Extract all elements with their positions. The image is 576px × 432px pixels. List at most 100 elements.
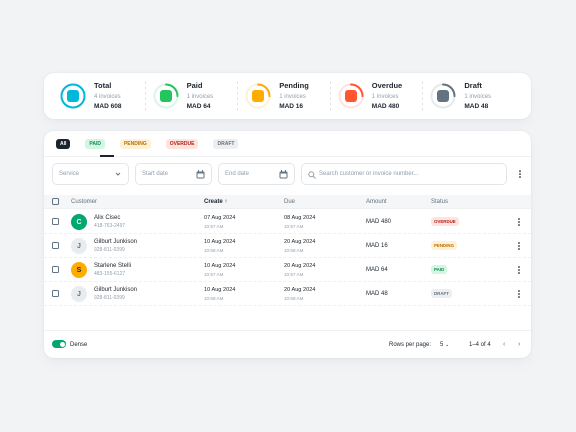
- tab-pending[interactable]: PENDING: [119, 138, 151, 149]
- service-select-label: Service: [59, 171, 80, 177]
- create-time: 10:58 AM: [204, 248, 224, 253]
- due-date: 20 Aug 2024: [284, 239, 316, 245]
- row-checkbox[interactable]: [52, 266, 59, 273]
- customer-name[interactable]: Gilburt Junkison: [94, 287, 138, 293]
- select-all-checkbox[interactable]: [52, 198, 59, 205]
- search-field[interactable]: Search customer or invoice number...: [301, 163, 507, 185]
- rows-per-page-label: Rows per page:: [389, 342, 432, 348]
- column-header-amount[interactable]: Amount: [366, 199, 387, 205]
- next-page-button[interactable]: ›: [518, 341, 521, 348]
- row-checkbox[interactable]: [52, 218, 59, 225]
- column-header-due[interactable]: Due: [284, 199, 296, 205]
- stat-total: Total 4 invoices MAD 608: [60, 73, 153, 119]
- tab-draft[interactable]: DRAFT: [213, 138, 239, 149]
- progress-ring: [338, 83, 364, 109]
- avatar: S: [71, 262, 87, 278]
- dense-toggle[interactable]: [52, 340, 66, 348]
- tab-all[interactable]: All: [56, 138, 71, 149]
- calendar-icon: [196, 170, 205, 179]
- more-options-icon[interactable]: [516, 170, 524, 178]
- due-time: 10:59 AM: [284, 296, 304, 301]
- stat-pending: Pending 1 invoices MAD 16: [237, 73, 338, 119]
- search-placeholder: Search customer or invoice number...: [319, 171, 419, 177]
- customer-name[interactable]: Alix Cisec: [94, 215, 121, 221]
- row-checkbox[interactable]: [52, 242, 59, 249]
- stat-title: Paid: [186, 81, 203, 90]
- row-actions-icon[interactable]: [515, 218, 523, 226]
- table-row[interactable]: S Starlene Stelli 483-155-6127 10 Aug 2024 1…: [44, 258, 531, 282]
- tab-overdue[interactable]: OVERDUE: [165, 138, 199, 149]
- row-actions-icon[interactable]: [515, 266, 523, 274]
- status-tabs: All PAID PENDING OVERDUE DRAFT: [44, 131, 531, 157]
- chevron-down-icon: [115, 172, 121, 176]
- stat-paid: Paid 1 invoices MAD 64: [144, 73, 246, 119]
- progress-ring: [60, 83, 86, 109]
- row-checkbox[interactable]: [52, 290, 59, 297]
- create-date: 10 Aug 2024: [204, 239, 236, 245]
- stat-amount: MAD 48: [464, 102, 489, 110]
- active-tab-indicator: [100, 155, 114, 157]
- tab-paid[interactable]: PAID: [85, 138, 105, 149]
- create-date: 07 Aug 2024: [204, 215, 236, 221]
- column-header-create-label: Create: [204, 199, 223, 205]
- status-badge: PENDING: [431, 241, 458, 250]
- draft-file-icon: [437, 90, 450, 102]
- customer-phone: 418-763-2497: [94, 223, 126, 229]
- end-date-field[interactable]: End date: [218, 163, 295, 185]
- stat-overdue: Overdue 1 invoices MAD 480: [329, 73, 431, 119]
- stat-title: Overdue: [371, 81, 403, 90]
- stat-title: Total: [94, 81, 112, 90]
- stat-amount: MAD 16: [279, 102, 304, 110]
- status-badge: DRAFT: [431, 289, 452, 298]
- pagination-range: 1–4 of 4: [469, 342, 491, 348]
- table-row[interactable]: J Gilburt Junkison 928-811-0399 10 Aug 2024…: [44, 234, 531, 258]
- due-date: 20 Aug 2024: [284, 263, 316, 269]
- row-actions-icon[interactable]: [515, 242, 523, 250]
- row-actions-icon[interactable]: [515, 290, 523, 298]
- due-time: 10:57 AM: [284, 272, 304, 277]
- progress-ring: [245, 83, 271, 109]
- stat-amount: MAD 64: [186, 102, 211, 110]
- invoice-icon: [67, 90, 79, 102]
- avatar: J: [71, 238, 87, 254]
- alarm-bell-icon: [344, 90, 357, 102]
- avatar: J: [71, 286, 87, 302]
- table-row[interactable]: J Gilburt Junkison 928-811-0399 10 Aug 2024…: [44, 282, 531, 306]
- previous-page-button[interactable]: ‹: [503, 341, 506, 348]
- stat-amount: MAD 608: [94, 102, 122, 110]
- column-header-create[interactable]: Create ↑: [204, 199, 227, 205]
- end-date-placeholder: End date: [225, 171, 250, 177]
- table-footer: Dense Rows per page: 5 ⌄ 1–4 of 4 ‹ ›: [44, 330, 531, 358]
- customer-phone: 483-155-6127: [94, 271, 126, 277]
- status-badge: OVERDUE: [431, 217, 459, 226]
- coin-icon: [252, 90, 265, 102]
- stat-count: 1 invoices: [186, 93, 214, 100]
- stat-count: 1 invoices: [464, 93, 492, 100]
- invoice-amount: MAD 48: [366, 291, 388, 297]
- create-date: 10 Aug 2024: [204, 287, 236, 293]
- stat-title: Draft: [464, 81, 482, 90]
- stat-draft: Draft 1 invoices MAD 48: [422, 73, 523, 119]
- customer-name[interactable]: Starlene Stelli: [94, 263, 132, 269]
- create-time: 10:57 AM: [204, 224, 224, 229]
- due-date: 20 Aug 2024: [284, 287, 316, 293]
- avatar: C: [71, 214, 87, 230]
- calendar-icon: [279, 170, 288, 179]
- progress-ring: [153, 83, 179, 109]
- stat-count: 1 invoices: [371, 93, 399, 100]
- progress-ring: [430, 83, 456, 109]
- rows-per-page-select[interactable]: 5 ⌄: [440, 342, 449, 348]
- customer-name[interactable]: Gilburt Junkison: [94, 239, 138, 245]
- dense-label: Dense: [70, 342, 88, 348]
- column-header-status[interactable]: Status: [431, 199, 449, 205]
- column-header-customer[interactable]: Customer: [71, 199, 98, 205]
- start-date-field[interactable]: Start date: [135, 163, 212, 185]
- stat-title: Pending: [279, 81, 309, 90]
- service-select[interactable]: Service: [52, 163, 129, 185]
- invoice-list-card: All PAID PENDING OVERDUE DRAFT Service S…: [44, 131, 531, 358]
- table-row[interactable]: C Alix Cisec 418-763-2497 07 Aug 2024 10:57 …: [44, 210, 531, 234]
- invoice-summary-card: Total 4 invoices MAD 608 Paid 1 invoices…: [44, 73, 531, 119]
- due-date: 08 Aug 2024: [284, 215, 316, 221]
- paid-file-icon: [159, 90, 172, 102]
- create-date: 10 Aug 2024: [204, 263, 236, 269]
